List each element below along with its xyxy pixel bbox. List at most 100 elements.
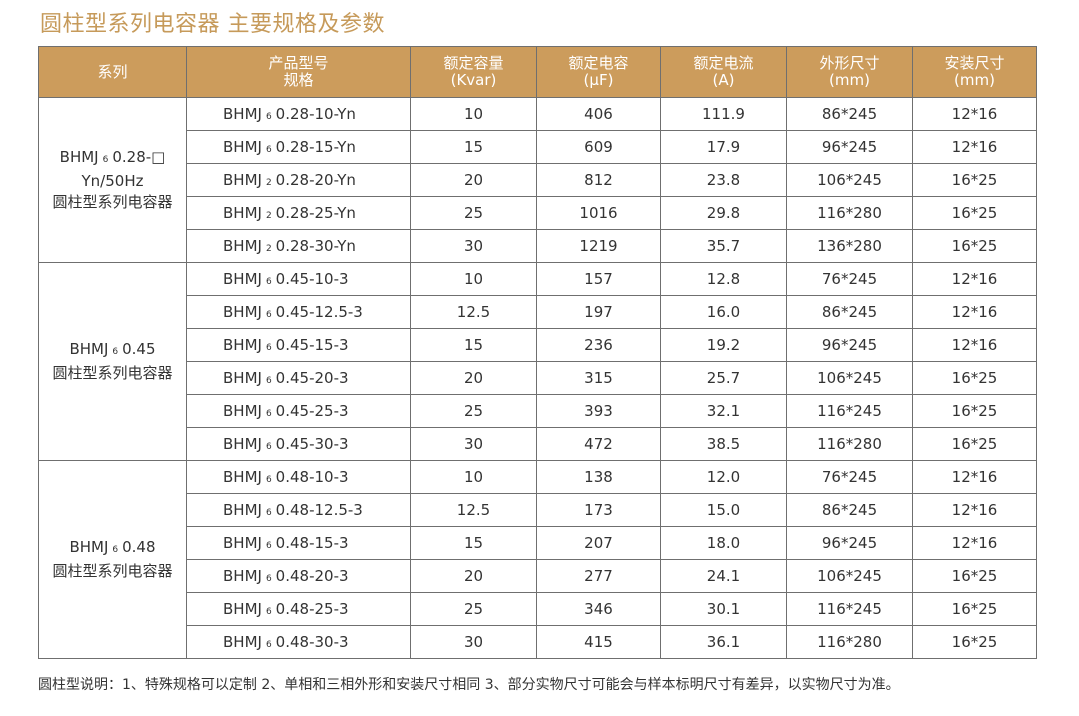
table-row: BHMJ 6 0.48 圆柱型系列电容器 BHMJ 6 0.48-10-3 10 138 12.0… <box>38 460 1037 659</box>
model-cell: BHMJ 6 0.45-25-3 <box>186 394 411 428</box>
header-dimensions: 外形尺寸 (mm) <box>786 46 913 98</box>
table-row: BHMJ 6 0.45 圆柱型系列电容器 BHMJ 6 0.45-10-3 10 157 12.8… <box>38 262 1037 461</box>
kvar-cell: 20 <box>410 559 537 593</box>
mounting-cell: 12*16 <box>912 526 1037 560</box>
table-row: BHMJ 6 0.48-30-3 30 415 36.1 116*280 16*25 <box>39 625 1037 659</box>
series-type: 圆柱型系列电容器 <box>52 364 173 382</box>
dimensions-cell: 116*245 <box>786 394 913 428</box>
dimensions-cell: 116*280 <box>786 625 913 659</box>
current-cell: 35.7 <box>660 229 787 263</box>
current-cell: 29.8 <box>660 196 787 230</box>
series-cell: BHMJ 6 0.48 圆柱型系列电容器 <box>38 460 187 659</box>
kvar-cell: 10 <box>410 460 537 494</box>
dimensions-cell: 76*245 <box>786 262 913 296</box>
mounting-cell: 16*25 <box>912 196 1037 230</box>
header-kvar: 额定容量 (Kvar) <box>410 46 537 98</box>
current-cell: 24.1 <box>660 559 787 593</box>
table-row: BHMJ 6 0.45-25-3 25 393 32.1 116*245 16*25 <box>39 394 1037 428</box>
model-cell: BHMJ 6 0.45-30-3 <box>186 427 411 461</box>
dimensions-cell: 116*280 <box>786 196 913 230</box>
dimensions-cell: 76*245 <box>786 460 913 494</box>
model-cell: BHMJ 6 0.45-20-3 <box>186 361 411 395</box>
model-cell: BHMJ 6 0.48-25-3 <box>186 592 411 626</box>
capacitance-cell: 236 <box>536 328 661 362</box>
kvar-cell: 30 <box>410 427 537 461</box>
table-row: BHMJ 6 0.45-15-3 15 236 19.2 96*245 12*16 <box>39 328 1037 362</box>
mounting-cell: 12*16 <box>912 460 1037 494</box>
current-cell: 12.0 <box>660 460 787 494</box>
mounting-cell: 12*16 <box>912 328 1037 362</box>
mounting-cell: 12*16 <box>912 295 1037 329</box>
model-cell: BHMJ 2 0.28-30-Yn <box>186 229 411 263</box>
dimensions-cell: 106*245 <box>786 361 913 395</box>
mounting-cell: 16*25 <box>912 229 1037 263</box>
capacitance-cell: 207 <box>536 526 661 560</box>
kvar-cell: 30 <box>410 625 537 659</box>
model-cell: BHMJ 6 0.45-15-3 <box>186 328 411 362</box>
capacitance-cell: 1016 <box>536 196 661 230</box>
capacitance-cell: 173 <box>536 493 661 527</box>
series-type: 圆柱型系列电容器 <box>52 562 173 580</box>
current-cell: 23.8 <box>660 163 787 197</box>
dimensions-cell: 86*245 <box>786 97 913 131</box>
mounting-cell: 16*25 <box>912 625 1037 659</box>
current-cell: 38.5 <box>660 427 787 461</box>
dimensions-cell: 96*245 <box>786 130 913 164</box>
mounting-cell: 16*25 <box>912 427 1037 461</box>
model-cell: BHMJ 2 0.28-20-Yn <box>186 163 411 197</box>
dimensions-cell: 106*245 <box>786 163 913 197</box>
kvar-cell: 25 <box>410 592 537 626</box>
page-title: 圆柱型系列电容器 主要规格及参数 <box>40 12 385 37</box>
table-row: BHMJ 6 0.28-□ Yn/50Hz 圆柱型系列电容器 BHMJ 6 0.28-10-Y… <box>38 97 1037 263</box>
table-row: BHMJ 6 0.45-20-3 20 315 25.7 106*245 16*25 <box>39 361 1037 395</box>
current-cell: 19.2 <box>660 328 787 362</box>
capacitance-cell: 1219 <box>536 229 661 263</box>
kvar-cell: 25 <box>410 196 537 230</box>
current-cell: 15.0 <box>660 493 787 527</box>
series-name: BHMJ 6 0.28-□ <box>59 148 166 166</box>
table-row: BHMJ 2 0.28-30-Yn 30 1219 35.7 136*280 16*25 <box>39 229 1037 263</box>
current-cell: 17.9 <box>660 130 787 164</box>
model-cell: BHMJ 6 0.48-20-3 <box>186 559 411 593</box>
model-cell: BHMJ 6 0.48-10-3 <box>186 460 411 494</box>
current-cell: 111.9 <box>660 97 787 131</box>
model-cell: BHMJ 6 0.48-15-3 <box>186 526 411 560</box>
model-cell: BHMJ 6 0.45-10-3 <box>186 262 411 296</box>
table-row: BHMJ 2 0.28-20-Yn 20 812 23.8 106*245 16*25 <box>39 163 1037 197</box>
capacitance-cell: 406 <box>536 97 661 131</box>
table-row: BHMJ 6 0.48-15-3 15 207 18.0 96*245 12*16 <box>39 526 1037 560</box>
dimensions-cell: 96*245 <box>786 526 913 560</box>
header-current: 额定电流 (A) <box>660 46 787 98</box>
kvar-cell: 30 <box>410 229 537 263</box>
dimensions-cell: 96*245 <box>786 328 913 362</box>
capacitance-cell: 138 <box>536 460 661 494</box>
spec-table: 系列 产品型号 规格 额定容量 (Kvar) 额定电容 (μF) 额定电流 (A) 外形… <box>38 46 1037 659</box>
series-cell: BHMJ 6 0.45 圆柱型系列电容器 <box>38 262 187 461</box>
mounting-cell: 12*16 <box>912 97 1037 131</box>
capacitance-cell: 393 <box>536 394 661 428</box>
dimensions-cell: 86*245 <box>786 493 913 527</box>
table-row: BHMJ 6 0.48-12.5-3 12.5 173 15.0 86*245 12*16 <box>39 493 1037 527</box>
table-row: BHMJ 6 0.45-30-3 30 472 38.5 116*280 16*25 <box>39 427 1037 461</box>
dimensions-cell: 136*280 <box>786 229 913 263</box>
table-row: BHMJ 2 0.28-25-Yn 25 1016 29.8 116*280 16*25 <box>39 196 1037 230</box>
table-row: BHMJ 6 0.28-15-Yn 15 609 17.9 96*245 12*16 <box>39 130 1037 164</box>
current-cell: 16.0 <box>660 295 787 329</box>
model-cell: BHMJ 6 0.48-12.5-3 <box>186 493 411 527</box>
kvar-cell: 20 <box>410 163 537 197</box>
current-cell: 32.1 <box>660 394 787 428</box>
capacitance-cell: 315 <box>536 361 661 395</box>
table-body: BHMJ 6 0.28-□ Yn/50Hz 圆柱型系列电容器 BHMJ 6 0.28-10-Y… <box>38 97 1037 659</box>
model-cell: BHMJ 6 0.28-10-Yn <box>186 97 411 131</box>
mounting-cell: 16*25 <box>912 394 1037 428</box>
kvar-cell: 15 <box>410 130 537 164</box>
model-cell: BHMJ 6 0.45-12.5-3 <box>186 295 411 329</box>
header-capacitance: 额定电容 (μF) <box>536 46 661 98</box>
capacitance-cell: 197 <box>536 295 661 329</box>
table-row: BHMJ 6 0.48-25-3 25 346 30.1 116*245 16*25 <box>39 592 1037 626</box>
series-type: 圆柱型系列电容器 <box>52 193 173 211</box>
capacitance-cell: 157 <box>536 262 661 296</box>
capacitance-cell: 415 <box>536 625 661 659</box>
kvar-cell: 25 <box>410 394 537 428</box>
footnote: 圆柱型说明：1、特殊规格可以定制 2、单相和三相外形和安装尺寸相同 3、部分实物… <box>38 677 900 693</box>
